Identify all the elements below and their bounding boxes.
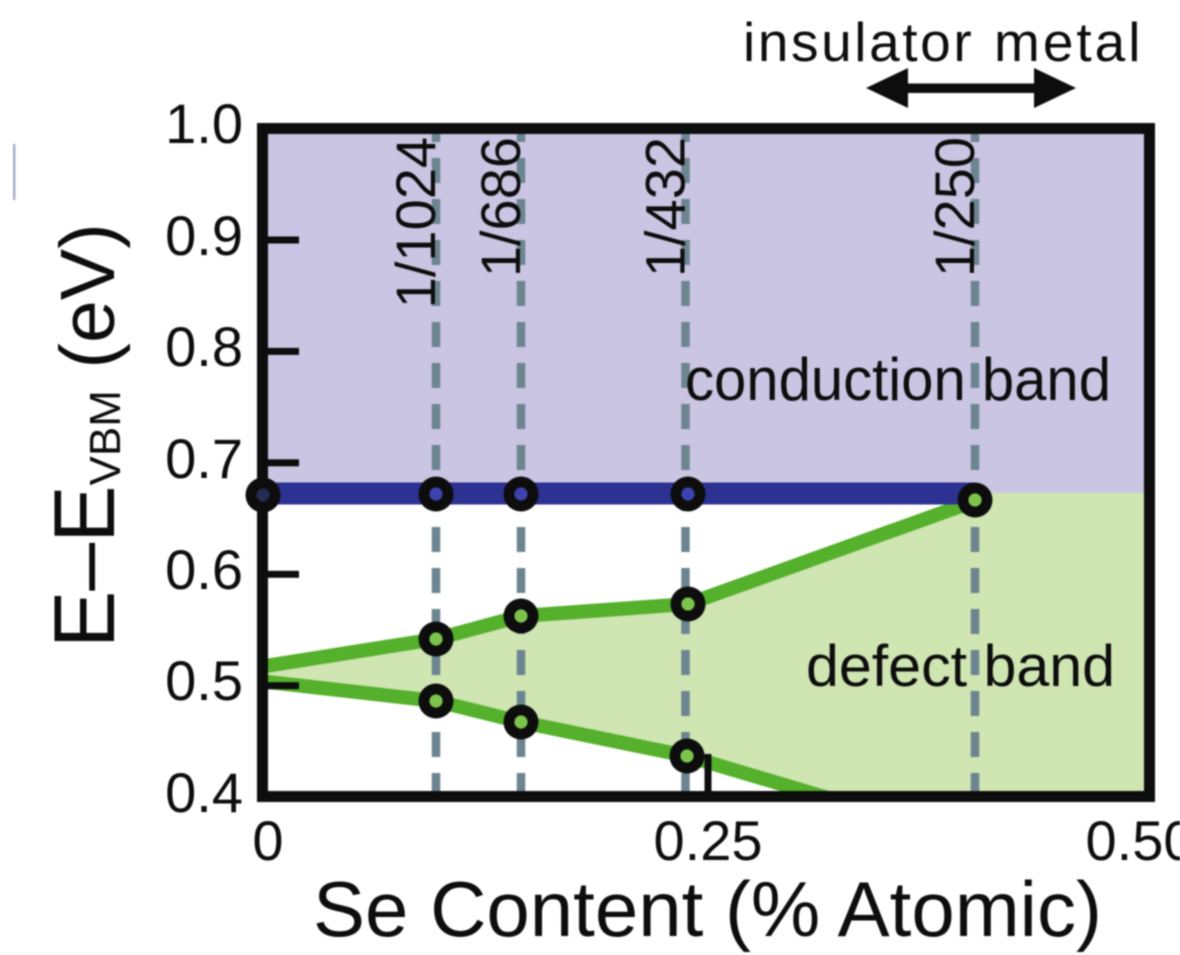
svg-text:0: 0 [252, 809, 283, 872]
svg-text:1/250: 1/250 [923, 137, 986, 277]
svg-text:1/1024: 1/1024 [384, 137, 447, 308]
svg-text:metal: metal [994, 11, 1144, 73]
svg-text:1.0: 1.0 [165, 92, 243, 155]
svg-text:Se Content (% Atomic): Se Content (% Atomic) [313, 865, 1102, 953]
svg-text:conduction band: conduction band [685, 346, 1111, 413]
svg-text:0.8: 0.8 [165, 315, 243, 378]
svg-text:0.9: 0.9 [165, 204, 243, 267]
svg-text:0.7: 0.7 [165, 427, 243, 490]
svg-text:1/432: 1/432 [634, 137, 697, 277]
svg-text:1/686: 1/686 [469, 137, 532, 277]
svg-text:0.5: 0.5 [165, 649, 243, 712]
svg-text:insulator: insulator [743, 11, 974, 73]
svg-text:0.25: 0.25 [654, 809, 763, 872]
svg-text:defect band: defect band [806, 634, 1115, 699]
svg-text:0.6: 0.6 [165, 538, 243, 601]
svg-text:0.50: 0.50 [1086, 809, 1180, 872]
svg-text:0.4: 0.4 [165, 761, 243, 824]
